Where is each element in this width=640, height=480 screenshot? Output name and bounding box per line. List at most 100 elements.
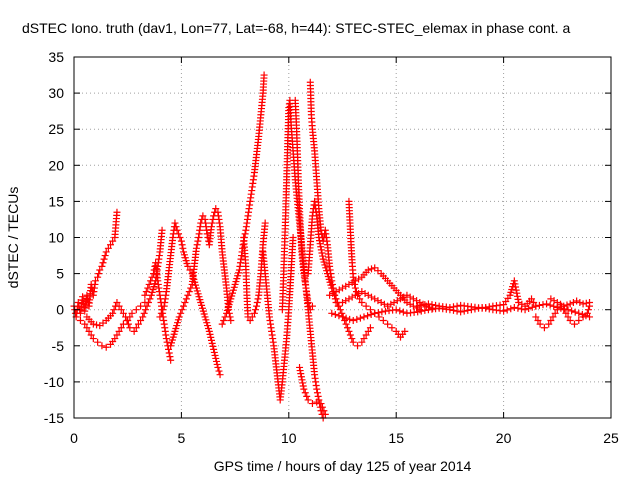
data-point-series-1 xyxy=(81,320,89,328)
data-point-series-13 xyxy=(344,324,352,332)
chart-title: dSTEC Iono. truth (dav1, Lon=77, Lat=-68… xyxy=(22,20,570,36)
data-point-series-17 xyxy=(374,309,382,317)
data-point-series-15 xyxy=(367,265,375,273)
data-point-series-18 xyxy=(514,295,522,303)
data-point-series-18 xyxy=(512,286,520,294)
data-point-series-0 xyxy=(101,252,109,260)
data-point-series-19 xyxy=(540,324,548,332)
data-point-series-18 xyxy=(485,303,493,311)
data-point-series-1 xyxy=(102,343,110,351)
data-point-series-20 xyxy=(560,302,568,310)
data-point-series-19 xyxy=(566,317,574,325)
data-point-series-17 xyxy=(396,307,404,315)
data-point-series-11 xyxy=(318,403,326,411)
data-point-series-13 xyxy=(315,234,323,241)
data-point-series-5 xyxy=(209,215,217,223)
data-point-series-5 xyxy=(192,244,200,252)
y-tick-label: 30 xyxy=(48,85,64,101)
data-point-series-16 xyxy=(374,297,382,305)
data-point-series-6 xyxy=(221,313,229,321)
data-point-series-2 xyxy=(137,317,145,325)
data-point-series-13 xyxy=(316,240,324,248)
data-point-series-4 xyxy=(213,360,221,368)
axis-ticks: 0 5 10 15 20 25 -15 -10 -5 0 5 10 15 20 25 30 35 xyxy=(44,49,619,446)
data-point-series-16 xyxy=(390,298,398,306)
data-point-series-18 xyxy=(511,280,519,288)
data-point-series-4 xyxy=(172,223,180,231)
data-point-series-17 xyxy=(535,301,543,309)
data-point-series-11 xyxy=(296,363,304,371)
data-point-series-13 xyxy=(354,342,362,350)
data-point-series-9 xyxy=(313,389,321,397)
data-point-series-14 xyxy=(351,284,359,292)
data-point-series-17 xyxy=(575,309,583,317)
data-point-series-3 xyxy=(142,288,150,296)
data-point-series-5 xyxy=(177,309,185,317)
data-point-series-5 xyxy=(227,317,235,325)
data-point-series-17 xyxy=(507,305,515,313)
data-point-series-2 xyxy=(126,324,134,332)
data-point-series-15 xyxy=(339,284,346,292)
data-point-series-0 xyxy=(74,298,82,306)
data-point-series-17 xyxy=(510,304,518,312)
data-point-series-4 xyxy=(176,234,184,241)
data-point-series-8 xyxy=(289,234,297,241)
data-point-series-18 xyxy=(518,300,526,308)
y-axis-label: dSTEC / TECUs xyxy=(5,187,21,289)
data-point-series-17 xyxy=(353,315,361,323)
data-point-series-5 xyxy=(208,219,216,227)
data-point-series-4 xyxy=(216,371,224,379)
data-point-series-20 xyxy=(586,298,594,306)
data-point-series-13 xyxy=(342,320,350,328)
data-point-series-17 xyxy=(525,304,533,312)
data-point-series-18 xyxy=(513,292,521,300)
data-point-series-18 xyxy=(446,304,454,312)
data-point-series-20 xyxy=(582,299,590,307)
data-point-series-19 xyxy=(551,309,559,317)
y-tick-label: -15 xyxy=(44,410,64,426)
data-point-series-4 xyxy=(212,354,220,362)
data-point-series-17 xyxy=(568,307,576,315)
data-point-series-4 xyxy=(171,219,179,227)
data-point-series-19 xyxy=(579,313,587,321)
data-point-series-13 xyxy=(346,331,354,339)
data-point-series-3 xyxy=(165,349,173,357)
data-point-series-17 xyxy=(360,313,368,321)
data-point-series-11 xyxy=(303,392,311,400)
data-point-series-7 xyxy=(261,219,269,227)
data-point-series-4 xyxy=(157,309,165,317)
y-tick-label: -5 xyxy=(52,338,65,354)
data-point-series-4 xyxy=(214,363,222,371)
y-tick-label: 10 xyxy=(48,230,64,246)
grid xyxy=(74,57,611,418)
data-point-series-11 xyxy=(321,410,329,418)
data-point-series-15 xyxy=(406,300,414,308)
data-point-series-20 xyxy=(573,297,581,305)
x-tick-label: 20 xyxy=(496,430,512,446)
data-point-series-19 xyxy=(564,313,572,321)
data-point-series-16 xyxy=(409,295,417,303)
data-point-series-18 xyxy=(432,301,440,309)
data-point-series-17 xyxy=(514,304,522,312)
data-point-series-4 xyxy=(210,348,218,356)
data-point-series-4 xyxy=(179,244,187,252)
data-point-series-1 xyxy=(113,331,121,339)
data-point-series-10 xyxy=(308,302,316,310)
data-point-series-18 xyxy=(530,298,538,306)
data-point-series-16 xyxy=(364,291,372,299)
data-point-series-5 xyxy=(207,223,215,231)
data-point-series-2 xyxy=(123,317,131,325)
data-point-series-19 xyxy=(534,317,542,325)
y-tick-label: -10 xyxy=(44,374,64,390)
data-point-series-2 xyxy=(144,298,152,306)
data-point-series-4 xyxy=(159,306,167,314)
data-point-series-1 xyxy=(87,331,95,339)
data-point-series-7 xyxy=(250,309,258,317)
data-point-series-16 xyxy=(371,295,379,303)
data-point-series-3 xyxy=(166,353,174,361)
data-point-series-3 xyxy=(145,280,153,288)
data-point-series-2 xyxy=(140,309,148,317)
data-point-series-2 xyxy=(113,298,121,306)
data-point-series-17 xyxy=(349,317,357,325)
data-point-series-6 xyxy=(241,230,249,238)
